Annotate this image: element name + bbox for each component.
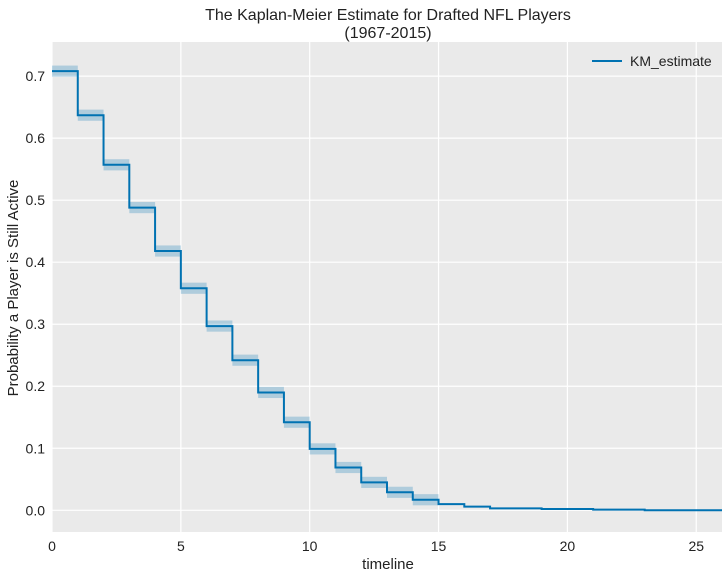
y-tick-label: 0.0 [26,502,46,518]
plot-background [52,42,722,532]
chart-subtitle: (1967-2015) [344,25,431,42]
y-tick-label: 0.7 [26,68,46,84]
y-tick-label: 0.3 [26,316,46,332]
x-tick-label: 15 [431,538,447,554]
y-tick-label: 0.6 [26,130,46,146]
legend-label: KM_estimate [630,53,712,69]
y-tick-label: 0.5 [26,192,46,208]
tick-labels: 0 5 10 15 20 25 0.0 0.1 0.2 0.3 0.4 0.5 0.6 0.7 [26,68,705,554]
x-axis-label: timeline [362,556,414,573]
series-lines [52,70,722,512]
x-tick-label: 5 [177,538,185,554]
km-estimate-line [52,70,722,512]
y-tick-label: 0.2 [26,378,46,394]
x-tick-label: 25 [688,538,704,554]
x-tick-label: 10 [302,538,318,554]
legend: KM_estimate [592,53,712,69]
x-tick-label: 20 [560,538,576,554]
gridlines [51,42,722,532]
chart-title: The Kaplan-Meier Estimate for Drafted NF… [205,7,571,24]
x-tick-label: 0 [48,538,56,554]
y-tick-label: 0.1 [26,440,46,456]
y-axis-label: Probability a Player is Still Active [5,180,22,397]
y-tick-label: 0.4 [26,254,46,270]
